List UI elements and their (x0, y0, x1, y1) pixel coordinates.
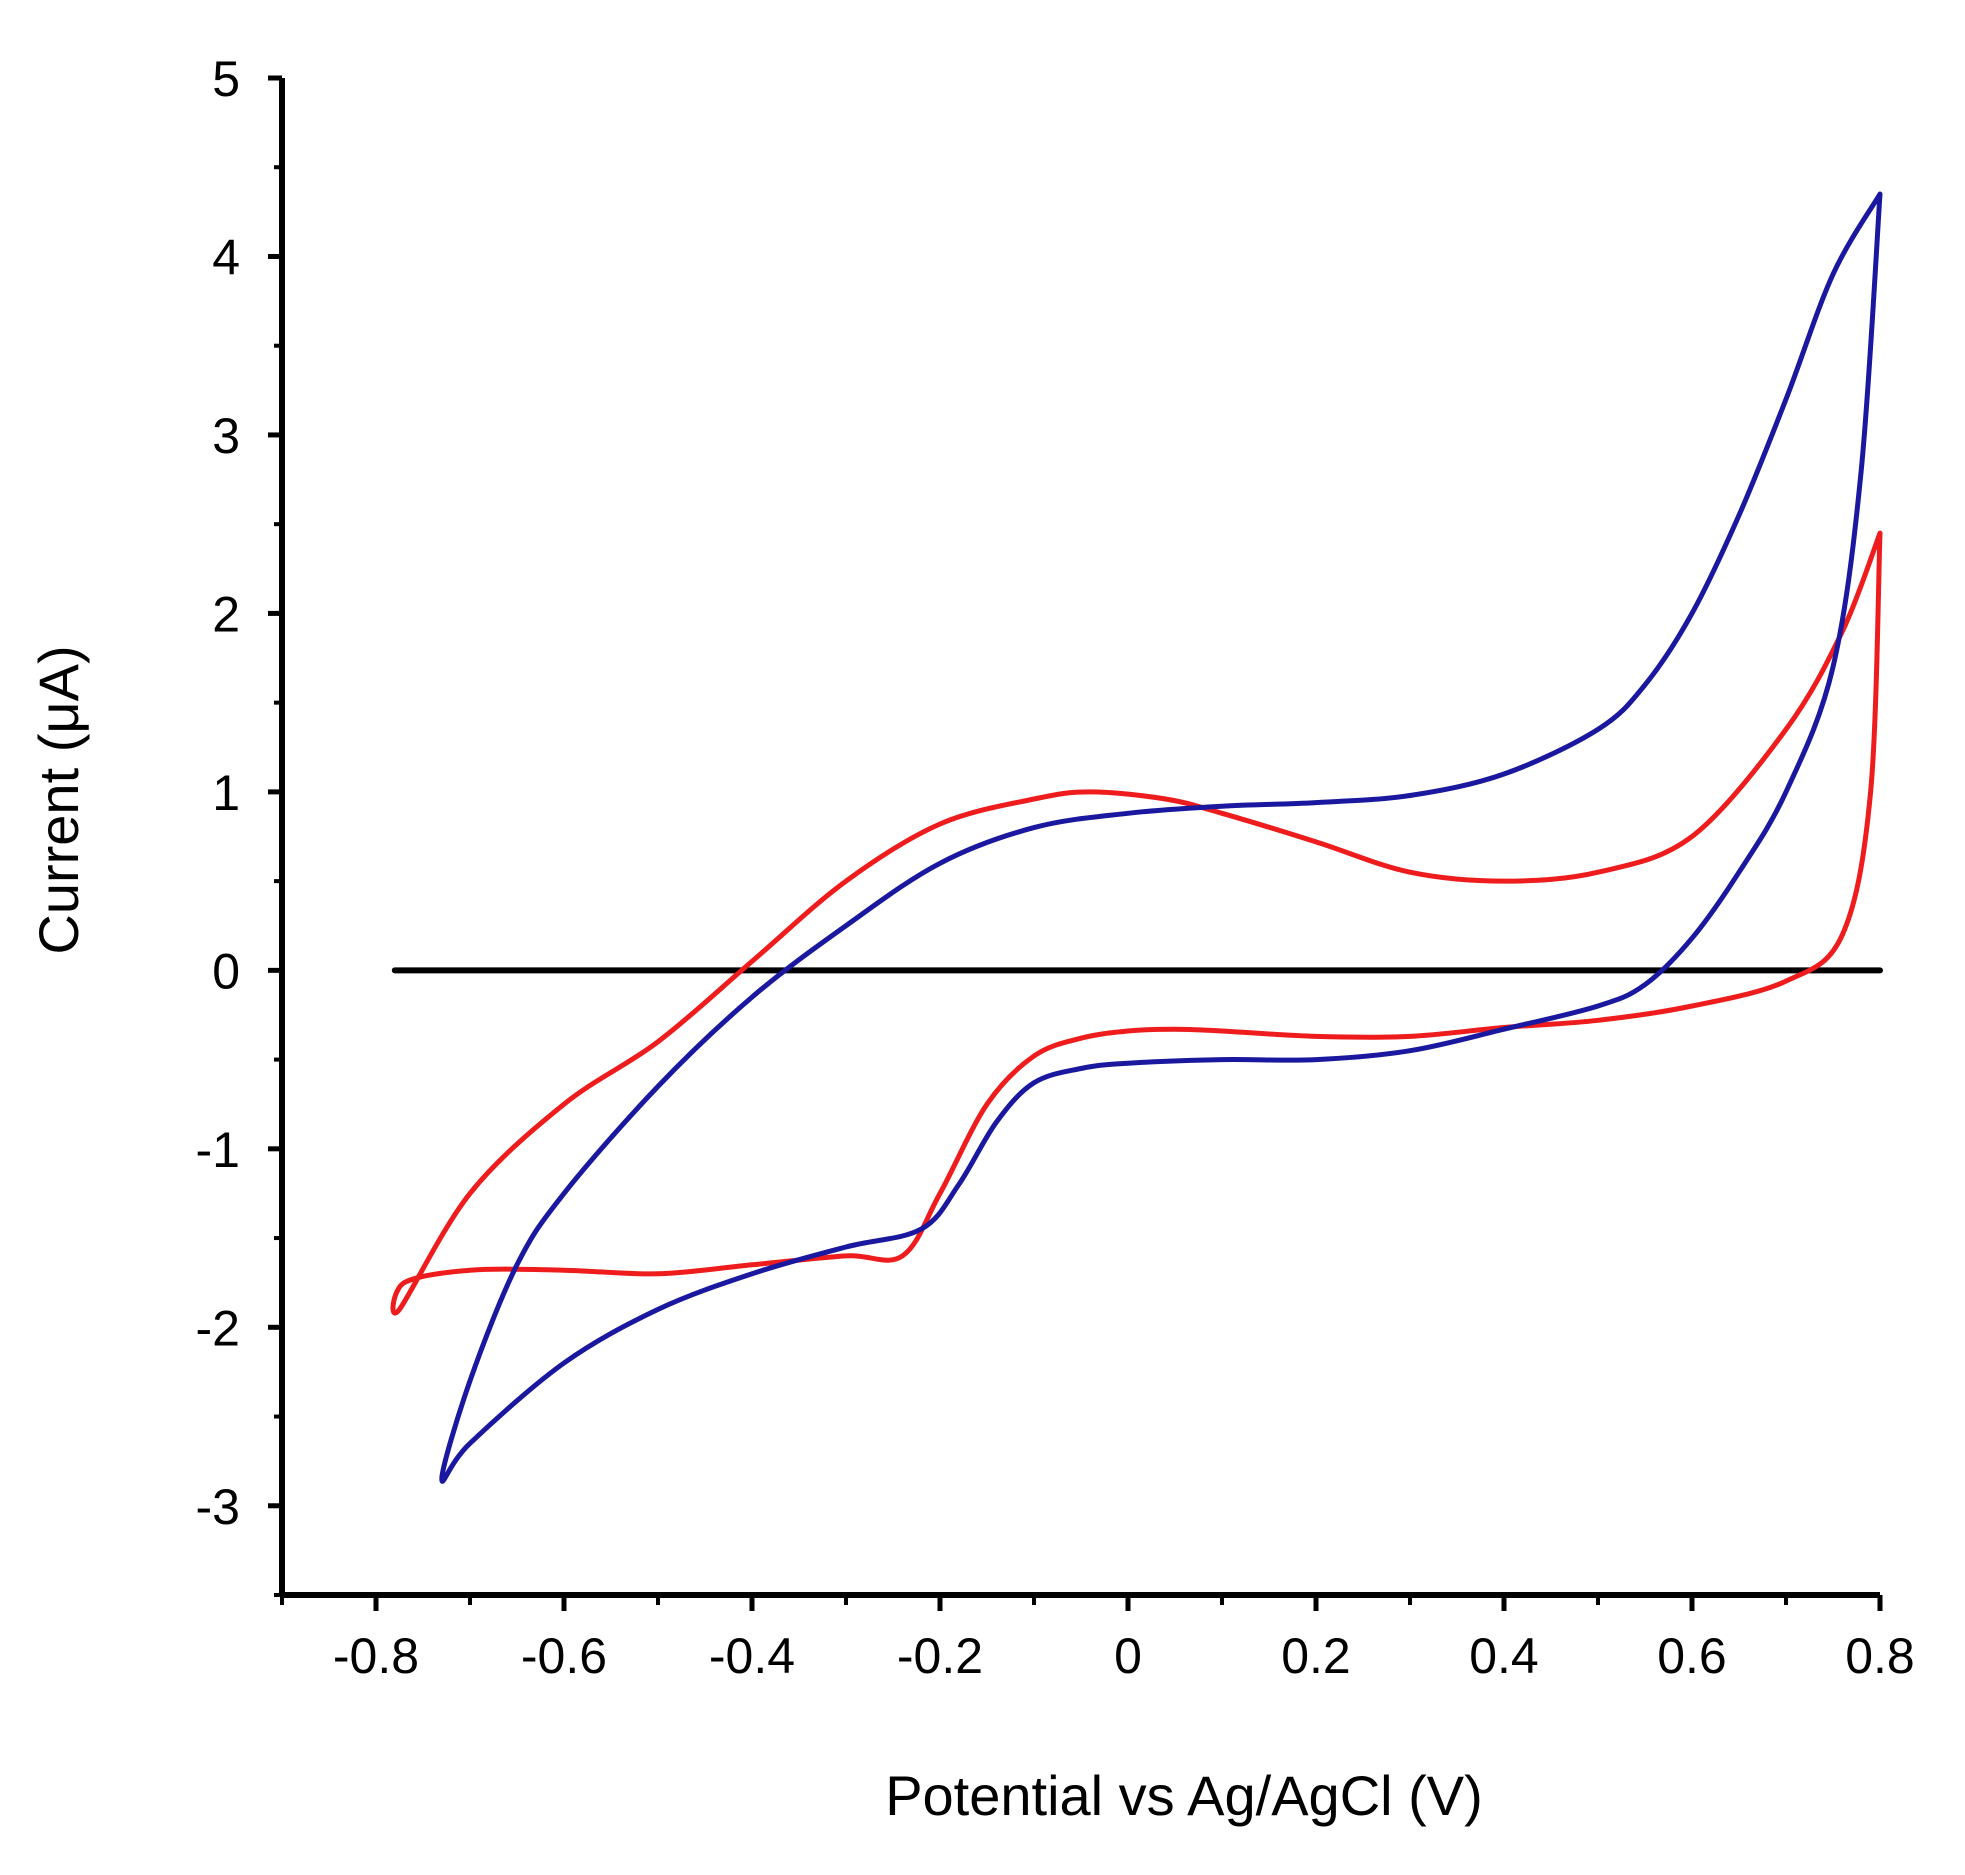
x-tick-label: -0.2 (897, 1628, 983, 1684)
y-axis-title: Current (μA) (27, 645, 90, 954)
x-tick-label: 0.2 (1281, 1628, 1351, 1684)
x-tick-label: -0.4 (709, 1628, 795, 1684)
series-line-red (390, 530, 1883, 1316)
y-tick-label: 1 (212, 765, 240, 821)
y-tick-label: 3 (212, 408, 240, 464)
x-tick-label: 0.4 (1469, 1628, 1539, 1684)
x-tick-label: -0.6 (521, 1628, 607, 1684)
y-tick-label: -2 (196, 1300, 240, 1356)
y-tick-label: 0 (212, 943, 240, 999)
y-tick-label: 2 (212, 586, 240, 642)
y-tick-label: -3 (196, 1479, 240, 1535)
x-tick-label: 0.8 (1845, 1628, 1915, 1684)
series-line-blue (439, 191, 1883, 1484)
plot-area (390, 191, 1883, 1484)
y-tick-label: 4 (212, 229, 240, 285)
axes: -3 -2 -1 0 1 2 3 4 5 -0.8 -0.6 -0.4 -0.2 0 0.2 0.4 0.6 0.… (196, 51, 1915, 1684)
y-tick-label: -1 (196, 1122, 240, 1178)
x-tick-label: 0 (1114, 1628, 1142, 1684)
x-tick-label: 0.6 (1657, 1628, 1727, 1684)
y-tick-label: 5 (212, 51, 240, 107)
x-tick-label: -0.8 (333, 1628, 419, 1684)
x-axis-title: Potential vs Ag/AgCl (V) (885, 1764, 1483, 1827)
